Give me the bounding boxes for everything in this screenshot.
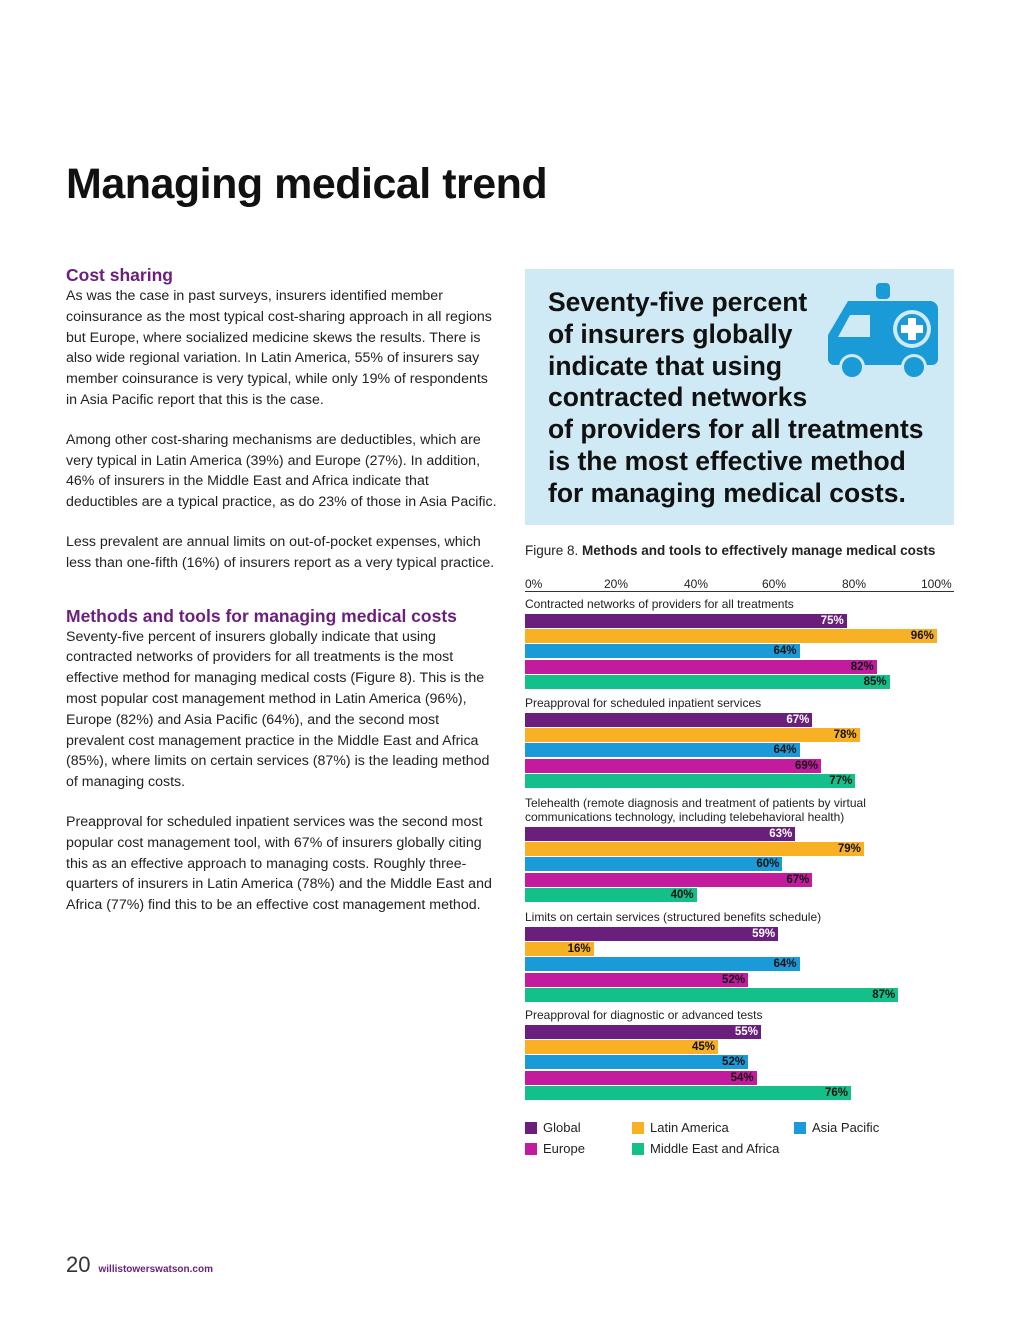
x-axis-line xyxy=(525,591,954,592)
bar-value-label: 77% xyxy=(829,774,853,787)
callout-text: Seventy-five percent of insurers globall… xyxy=(548,287,924,508)
bar-europe: 82% xyxy=(525,659,877,674)
footer-url: willistowerswatson.com xyxy=(98,1264,213,1275)
bar-value-label: 87% xyxy=(872,988,896,1001)
bar-value-label: 85% xyxy=(863,675,887,688)
legend-label: Asia Pacific xyxy=(812,1120,880,1135)
bar-value-label: 96% xyxy=(910,630,934,643)
bar-value-label: 40% xyxy=(670,888,694,901)
category-label: Limits on certain services (structured b… xyxy=(525,910,822,924)
category-label: Contracted networks of providers for all… xyxy=(525,597,794,611)
bar-value-label: 59% xyxy=(752,928,776,940)
legend-label: Latin America xyxy=(650,1120,729,1135)
legend-label: Global xyxy=(543,1120,581,1135)
bar-value-label: 16% xyxy=(567,943,591,956)
bar-global: 67% xyxy=(525,713,813,727)
bar-value-label: 54% xyxy=(730,1071,754,1084)
bar-value-label: 76% xyxy=(825,1086,849,1099)
category-label: Preapproval for diagnostic or advanced t… xyxy=(525,1008,763,1022)
bar-value-label: 64% xyxy=(773,744,797,757)
bar-asia-pacific: 52% xyxy=(525,1055,749,1070)
legend-swatch xyxy=(632,1142,644,1155)
x-tick-label: 60% xyxy=(762,577,787,591)
legend-item: Global xyxy=(525,1120,581,1135)
legend-swatch xyxy=(525,1142,537,1155)
category-label: Preapproval for scheduled inpatient serv… xyxy=(525,696,762,710)
cost-sharing-paragraph-3: Less prevalent are annual limits on out-… xyxy=(66,533,495,571)
bar-asia-pacific: 64% xyxy=(525,743,800,758)
methods-paragraph-2: Preapproval for scheduled inpatient serv… xyxy=(66,813,492,914)
legend-swatch xyxy=(525,1121,537,1134)
left-column: Cost sharing As was the case in past sur… xyxy=(66,264,498,916)
methods-paragraph-1: Seventy-five percent of insurers globall… xyxy=(66,628,490,791)
bar-value-label: 79% xyxy=(837,843,861,856)
bar-global: 59% xyxy=(525,927,779,941)
bar-value-label: 55% xyxy=(734,1026,758,1038)
legend-item: Middle East and Africa xyxy=(632,1141,779,1156)
bar-europe: 52% xyxy=(525,972,749,987)
page-footer: 20 willistowerswatson.com xyxy=(66,1252,213,1278)
bar-europe: 69% xyxy=(525,758,821,773)
bar-asia-pacific: 64% xyxy=(525,957,800,972)
category-label: Telehealth (remote diagnosis and treatme… xyxy=(525,796,866,824)
legend-label: Europe xyxy=(543,1141,585,1156)
x-tick-label: 20% xyxy=(604,577,629,591)
legend-item: Asia Pacific xyxy=(794,1120,879,1135)
ambulance-icon xyxy=(828,283,938,380)
bar-value-label: 75% xyxy=(820,615,844,627)
legend-item: Europe xyxy=(525,1141,585,1156)
chart-legend: Global Latin America Asia Pacific Europe Mid… xyxy=(525,1118,955,1162)
legend-swatch xyxy=(794,1121,806,1134)
bar-latin-america: 45% xyxy=(525,1040,719,1055)
bar-latin-america: 96% xyxy=(525,629,937,644)
bar-value-label: 45% xyxy=(692,1041,716,1054)
bar-europe: 54% xyxy=(525,1070,757,1085)
figure-caption: Figure 8. Methods and tools to effective… xyxy=(525,541,955,561)
legend-swatch xyxy=(632,1121,644,1134)
bar-asia-pacific: 64% xyxy=(525,644,800,659)
bar-asia-pacific: 60% xyxy=(525,857,783,872)
bar-global: 75% xyxy=(525,614,847,628)
bar-middle-east-and-africa: 77% xyxy=(525,773,856,788)
bar-value-label: 64% xyxy=(773,958,797,971)
methods-heading: Methods and tools for managing medical c… xyxy=(66,605,457,626)
bar-middle-east-and-africa: 76% xyxy=(525,1085,852,1100)
bar-value-label: 67% xyxy=(786,873,810,886)
page-title: Managing medical trend xyxy=(66,160,548,208)
bar-europe: 67% xyxy=(525,872,813,887)
x-tick-label: 80% xyxy=(842,577,867,591)
bar-chart: 0% 20% 40% 60% 80% 100% Contracted networks of… xyxy=(525,577,955,1107)
cost-sharing-paragraph-1: As was the case in past surveys, insurer… xyxy=(66,288,492,408)
bar-latin-america: 78% xyxy=(525,728,860,743)
figure-title: Methods and tools to effectively manage … xyxy=(582,543,936,558)
bar-value-label: 52% xyxy=(722,1056,746,1069)
bar-value-label: 67% xyxy=(786,714,810,726)
bar-middle-east-and-africa: 87% xyxy=(525,987,899,1002)
bar-latin-america: 16% xyxy=(525,942,594,957)
bar-value-label: 82% xyxy=(850,660,874,673)
bar-value-label: 69% xyxy=(794,759,818,772)
bar-value-label: 60% xyxy=(756,858,780,871)
legend-label: Middle East and Africa xyxy=(650,1141,780,1156)
x-tick-label: 100% xyxy=(921,577,952,591)
callout-box: Seventy-five percent of insurers globall… xyxy=(525,269,954,525)
cost-sharing-paragraph-2: Among other cost-sharing mechanisms are … xyxy=(66,431,497,511)
cost-sharing-heading: Cost sharing xyxy=(66,265,173,285)
bar-global: 63% xyxy=(525,827,796,841)
bar-value-label: 52% xyxy=(722,973,746,986)
bar-middle-east-and-africa: 40% xyxy=(525,887,697,902)
figure-label: Figure 8. xyxy=(525,543,579,558)
bar-value-label: 64% xyxy=(773,645,797,658)
legend-item: Latin America xyxy=(632,1120,729,1135)
bar-global: 55% xyxy=(525,1025,761,1039)
bar-value-label: 78% xyxy=(833,729,857,742)
bar-value-label: 63% xyxy=(769,828,793,840)
x-tick-label: 40% xyxy=(684,577,709,591)
bar-latin-america: 79% xyxy=(525,842,864,857)
bar-middle-east-and-africa: 85% xyxy=(525,674,890,689)
x-tick-label: 0% xyxy=(525,577,543,591)
page-number: 20 xyxy=(66,1252,91,1277)
